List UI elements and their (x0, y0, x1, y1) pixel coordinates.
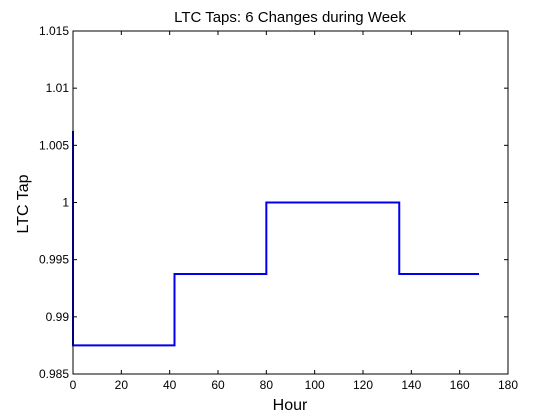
y-tick-label: 1.01 (46, 81, 70, 95)
y-tick-label: 0.985 (39, 367, 69, 381)
ltc-tap-series-line (72, 131, 479, 347)
tick-layer: 0 20 40 60 80 100 120 140 160 180 0.985 0.99 0.995 1 1… (39, 24, 518, 392)
y-tick-label: 0.99 (46, 310, 70, 324)
x-tick-label: 0 (70, 378, 77, 392)
plot-layer (72, 131, 479, 347)
y-tick-label: 0.995 (39, 253, 69, 267)
x-tick-label: 20 (115, 378, 129, 392)
y-tick-label: 1 (62, 196, 69, 210)
x-tick-label: 40 (163, 378, 177, 392)
x-tick-label: 100 (305, 378, 325, 392)
x-tick-label: 160 (450, 378, 470, 392)
x-axis-title: Hour (273, 397, 308, 414)
x-tick-label: 120 (353, 378, 373, 392)
y-axis-title: LTC Tap (15, 174, 32, 233)
y-tick-label: 1.015 (39, 24, 69, 38)
x-tick-label: 60 (211, 378, 225, 392)
chart-title: LTC Taps: 6 Changes during Week (174, 9, 406, 26)
y-tick-label: 1.005 (39, 138, 69, 152)
x-tick-label: 140 (401, 378, 421, 392)
x-tick-label: 80 (260, 378, 274, 392)
x-tick-label: 180 (498, 378, 518, 392)
